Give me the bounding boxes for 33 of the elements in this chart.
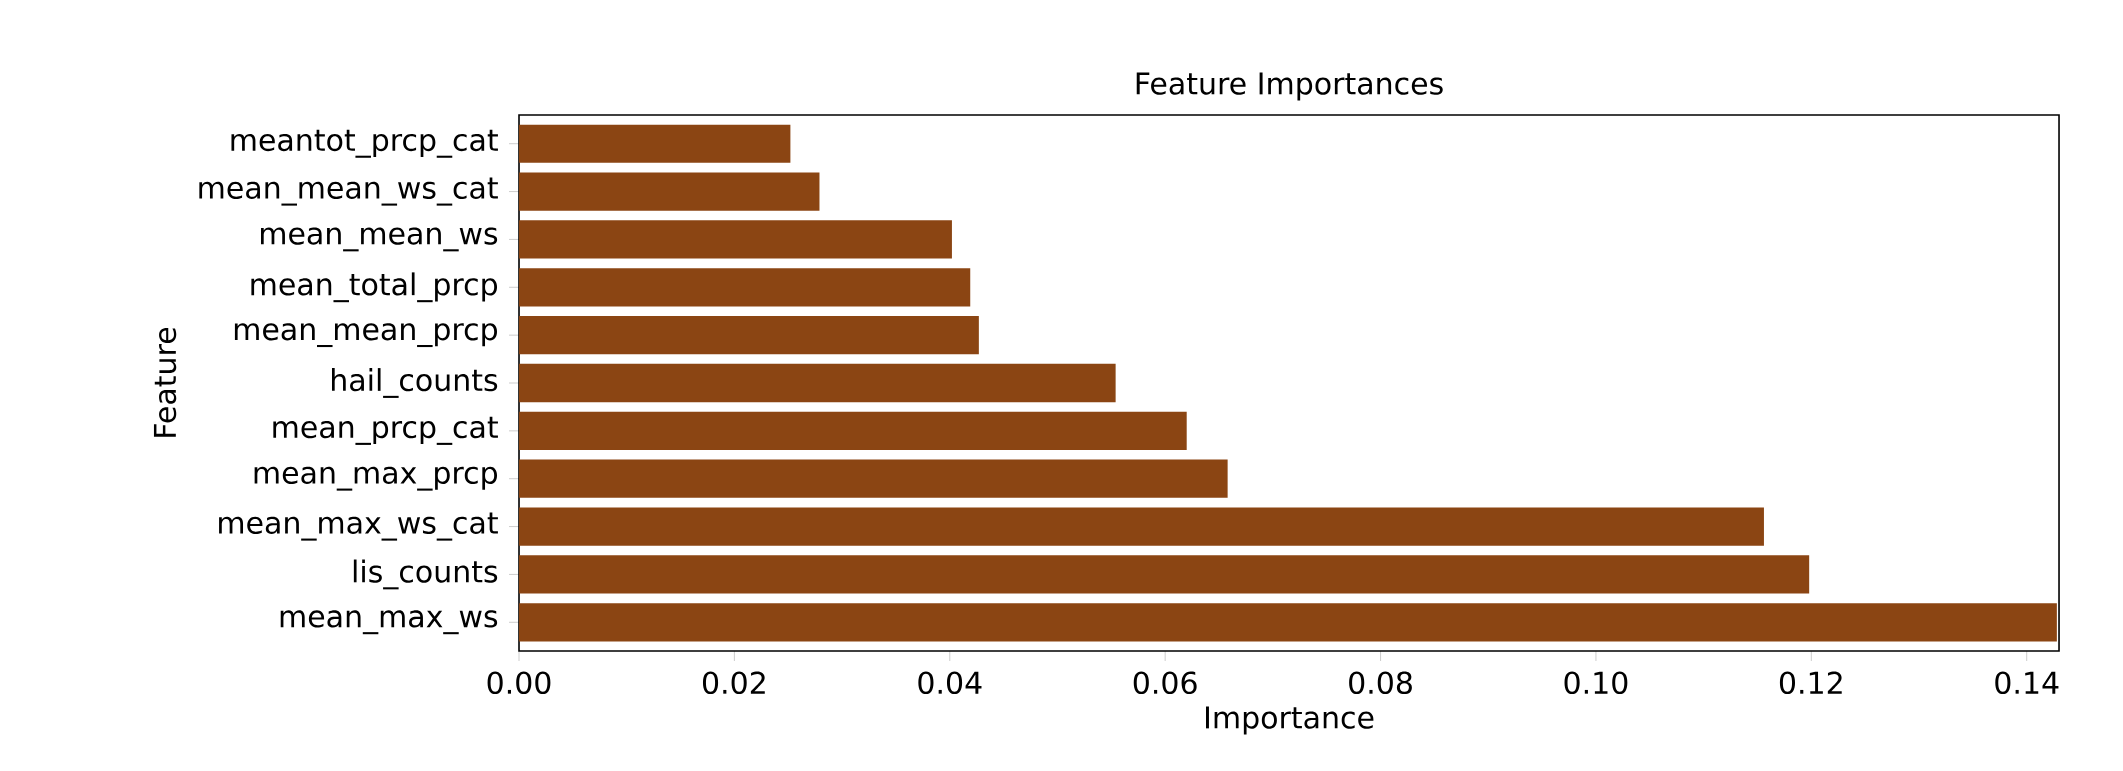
bar [519, 603, 2057, 642]
chart-title: Feature Importances [1136, 72, 1443, 101]
bar [519, 124, 791, 163]
x-tick-label: 0.08 [1349, 671, 1412, 695]
bar [519, 411, 1187, 450]
bar [519, 172, 820, 211]
x-tick-label: 0.10 [1564, 671, 1628, 695]
y-tick-label: mean_mean_ws_cat [199, 177, 498, 206]
y-tick-label: meantot_prcp_cat [231, 129, 498, 158]
y-tick-label: lis_counts [353, 559, 498, 590]
y-tick-label: mean_mean_prcp [234, 323, 498, 348]
x-axis-title: Importance [1206, 706, 1374, 735]
y-tick-label: mean_max_ws [280, 610, 498, 635]
bar [519, 459, 1228, 498]
x-tick-label: 0.06 [1133, 671, 1197, 695]
bar [519, 507, 1764, 546]
x-tick-label: 0.00 [487, 671, 551, 695]
bar [519, 363, 1116, 403]
bar [519, 316, 979, 355]
x-tick-label: 0.02 [702, 671, 765, 695]
y-axis-title: Feature [153, 327, 177, 437]
y-tick-label: mean_prcp_cat [273, 416, 498, 445]
y-tick-label: hail_counts [332, 368, 498, 398]
bar [519, 555, 1810, 594]
y-tick-label: mean_mean_ws [261, 227, 498, 252]
y-tick-label: mean_max_ws_cat [219, 512, 498, 541]
y-tick-label: mean_max_prcp [254, 466, 498, 491]
x-tick-label: 0.12 [1779, 671, 1842, 695]
x-tick-label: 0.14 [1995, 671, 2059, 695]
bar [519, 220, 952, 259]
x-tick-label: 0.04 [918, 671, 982, 695]
y-tick-label: mean_total_prcp [251, 272, 498, 303]
bar [519, 268, 971, 307]
